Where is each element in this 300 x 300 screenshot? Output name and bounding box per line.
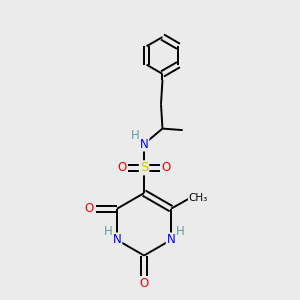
Text: H: H	[104, 225, 112, 238]
Text: N: N	[167, 233, 176, 246]
Text: O: O	[85, 202, 94, 215]
Text: CH₃: CH₃	[189, 193, 208, 203]
Text: O: O	[140, 277, 149, 290]
Text: N: N	[113, 233, 122, 246]
Text: N: N	[140, 138, 148, 151]
Text: O: O	[162, 161, 171, 174]
Text: H: H	[176, 225, 184, 238]
Text: S: S	[140, 161, 148, 174]
Text: O: O	[117, 161, 126, 174]
Text: H: H	[131, 129, 140, 142]
